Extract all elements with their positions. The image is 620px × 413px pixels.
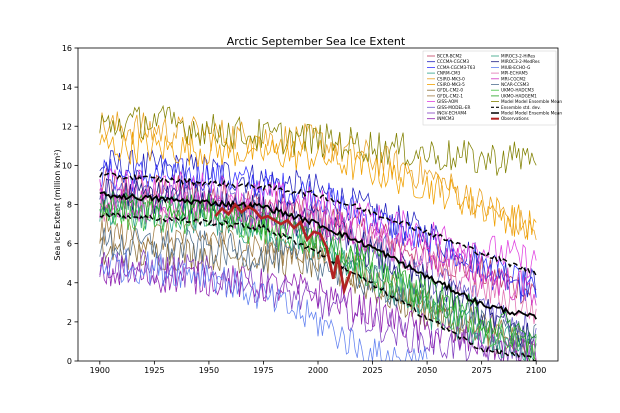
legend-label: Observations <box>501 116 529 121</box>
legend-label: MRI-CGCM2 <box>501 76 526 81</box>
x-axis: 1900 1925 1950 1975 2000 2025 2050 2075 2100 <box>90 361 546 375</box>
plot-area <box>99 104 537 361</box>
model-series-line <box>99 191 537 353</box>
observations-line <box>214 202 352 296</box>
y-tick-label: 12 <box>62 122 72 131</box>
legend-label: Model Model Ensemble Mean <box>501 99 562 104</box>
y-tick-label: 4 <box>67 279 72 288</box>
legend-label: Model Model Ensemble Mean <box>501 111 562 116</box>
chart-title: Arctic September Sea Ice Extent <box>227 35 406 48</box>
model-series-line <box>99 198 537 361</box>
legend-label: INMCM3 <box>437 116 455 121</box>
ensemble-mean-line <box>99 191 537 320</box>
legend-label: MIROC3-2-HiRes <box>501 54 535 59</box>
model-series-line <box>99 227 537 357</box>
x-tick-label: 1950 <box>199 366 219 375</box>
y-tick-label: 10 <box>62 161 72 170</box>
legend-label: CCCMA-CGCM3 <box>437 59 469 64</box>
legend-label: INGV-ECHAM4 <box>437 111 467 116</box>
legend-label: GISS-AOM <box>437 99 458 104</box>
legend-label: CNRM-CM3 <box>437 71 461 76</box>
x-tick-label: 1925 <box>144 366 164 375</box>
model-series-line <box>99 178 537 348</box>
legend-label: Ensemble std. dev. <box>501 105 541 110</box>
ensemble-std-line <box>99 171 537 277</box>
legend-label: MIROC3-2-MedRes <box>501 59 540 64</box>
model-series-line <box>99 167 537 279</box>
model-series-line <box>99 104 537 176</box>
legend-label: CSIRO-MK3-0 <box>437 76 465 81</box>
y-axis: 0 2 4 6 8 10 12 14 16 <box>62 44 78 366</box>
y-tick-label: 6 <box>67 240 72 249</box>
x-tick-label: 2000 <box>308 366 328 375</box>
legend-label: MIUB-ECHO-G <box>501 65 530 70</box>
model-series-line <box>99 197 537 361</box>
legend-box <box>422 50 557 126</box>
legend-label: GISS-MODEL-ER <box>437 105 471 110</box>
y-tick-label: 0 <box>67 357 72 366</box>
legend-label: NCAR-CCSM3 <box>501 82 529 87</box>
x-tick-label: 2050 <box>417 366 437 375</box>
model-series-line <box>99 131 537 240</box>
legend-label: GFDL-CM2-0 <box>437 88 463 93</box>
legend-label: UKMO-HADGEM1 <box>501 93 537 98</box>
model-series-line <box>99 248 428 361</box>
x-tick-label: 2100 <box>526 366 546 375</box>
legend: BCCR-BCM2CCCMA-CGCM3CCMA-CGCM3-T63CNRM-C… <box>422 50 562 126</box>
x-tick-label: 1900 <box>90 366 110 375</box>
y-axis-label: Sea Ice Extent (million km²) <box>53 149 62 260</box>
x-tick-label: 2025 <box>362 366 382 375</box>
legend-label: UKMO-HADCM3 <box>501 88 534 93</box>
y-tick-label: 8 <box>67 201 72 210</box>
y-tick-label: 14 <box>62 83 72 92</box>
legend-label: MPI-ECHAM5 <box>501 71 528 76</box>
x-tick-label: 2075 <box>471 366 491 375</box>
legend-label: CSIRO-MK3-5 <box>437 82 465 87</box>
legend-label: CCMA-CGCM3-T63 <box>437 65 475 70</box>
y-tick-label: 2 <box>67 318 72 327</box>
legend-label: GFDL-CM2-1 <box>437 93 463 98</box>
legend-label: BCCR-BCM2 <box>437 54 462 59</box>
ensemble-std-line <box>99 211 537 361</box>
x-tick-label: 1975 <box>253 366 273 375</box>
y-tick-label: 16 <box>62 44 72 53</box>
